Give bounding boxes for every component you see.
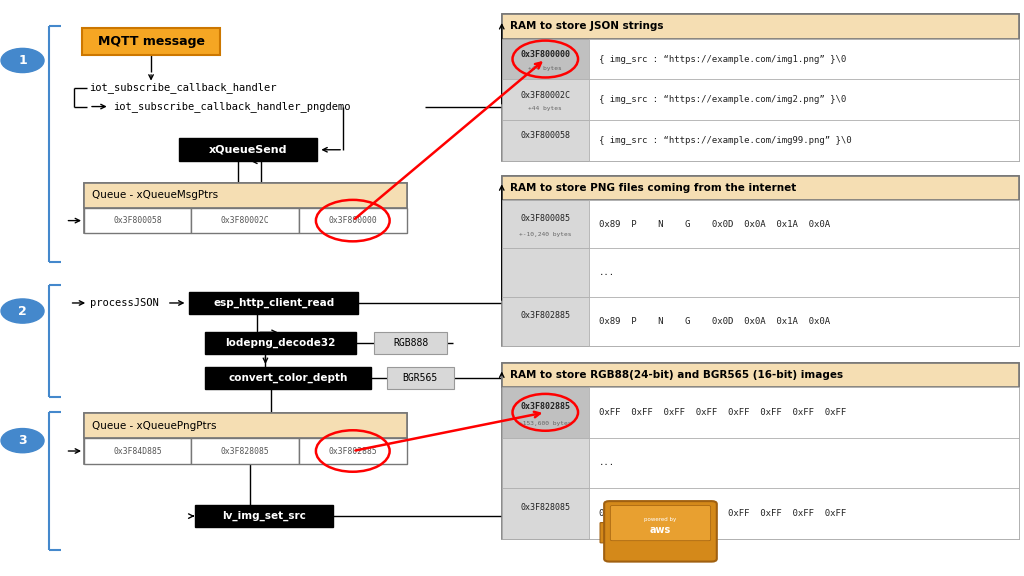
FancyBboxPatch shape bbox=[589, 297, 1019, 346]
FancyBboxPatch shape bbox=[502, 39, 589, 79]
FancyBboxPatch shape bbox=[589, 200, 1019, 248]
FancyBboxPatch shape bbox=[589, 438, 1019, 488]
FancyBboxPatch shape bbox=[191, 208, 299, 233]
Text: 0x3F80002C: 0x3F80002C bbox=[520, 90, 570, 100]
FancyBboxPatch shape bbox=[589, 39, 1019, 79]
FancyBboxPatch shape bbox=[502, 176, 1019, 346]
Text: lv_img_set_src: lv_img_set_src bbox=[222, 511, 305, 521]
FancyBboxPatch shape bbox=[502, 14, 1019, 39]
Circle shape bbox=[1, 299, 44, 323]
Text: RGB888: RGB888 bbox=[393, 338, 428, 348]
FancyBboxPatch shape bbox=[502, 488, 589, 539]
Text: +153,600 bytes: +153,600 bytes bbox=[519, 421, 571, 426]
Text: { img_src : “https://example.com/img1.png” }\0: { img_src : “https://example.com/img1.pn… bbox=[599, 55, 846, 63]
Text: ...: ... bbox=[599, 268, 615, 277]
Text: ...: ... bbox=[599, 458, 615, 467]
Text: powered by: powered by bbox=[644, 517, 677, 522]
Text: 0x3F800000: 0x3F800000 bbox=[329, 216, 377, 225]
Text: Queue - xQueuePngPtrs: Queue - xQueuePngPtrs bbox=[92, 420, 217, 431]
Circle shape bbox=[1, 48, 44, 73]
Text: MQTT message: MQTT message bbox=[97, 35, 205, 48]
FancyBboxPatch shape bbox=[84, 183, 407, 208]
FancyBboxPatch shape bbox=[502, 387, 589, 438]
FancyBboxPatch shape bbox=[589, 488, 1019, 539]
FancyBboxPatch shape bbox=[502, 363, 1019, 387]
Text: iot_subscribe_callback_handler: iot_subscribe_callback_handler bbox=[89, 82, 276, 93]
FancyBboxPatch shape bbox=[502, 79, 589, 120]
FancyBboxPatch shape bbox=[84, 438, 191, 464]
FancyBboxPatch shape bbox=[299, 438, 407, 464]
Text: 0x3F802885: 0x3F802885 bbox=[520, 311, 570, 320]
FancyBboxPatch shape bbox=[604, 501, 717, 562]
Text: RAM to store RGB88(24-bit) and BGR565 (16-bit) images: RAM to store RGB88(24-bit) and BGR565 (1… bbox=[510, 370, 843, 380]
FancyBboxPatch shape bbox=[387, 367, 454, 389]
FancyBboxPatch shape bbox=[610, 506, 711, 541]
Text: 1: 1 bbox=[18, 54, 27, 67]
Text: xQueueSend: xQueueSend bbox=[209, 145, 288, 155]
Text: processJSON: processJSON bbox=[90, 298, 159, 308]
FancyBboxPatch shape bbox=[589, 79, 1019, 120]
Text: convert_color_depth: convert_color_depth bbox=[228, 373, 347, 383]
FancyBboxPatch shape bbox=[205, 332, 356, 354]
Text: RAM to store PNG files coming from the internet: RAM to store PNG files coming from the i… bbox=[510, 183, 797, 193]
FancyBboxPatch shape bbox=[502, 120, 589, 161]
Text: { img_src : “https://example.com/img2.png” }\0: { img_src : “https://example.com/img2.pn… bbox=[599, 96, 846, 104]
Text: 0x3F802885: 0x3F802885 bbox=[329, 446, 377, 456]
Text: 0x3F828085: 0x3F828085 bbox=[221, 446, 269, 456]
FancyBboxPatch shape bbox=[502, 297, 589, 346]
Text: 0xFF  0xFF  0xFF  0xFF  0xFF  0xFF  0xFF  0xFF: 0xFF 0xFF 0xFF 0xFF 0xFF 0xFF 0xFF 0xFF bbox=[599, 509, 846, 518]
FancyBboxPatch shape bbox=[84, 183, 407, 233]
FancyBboxPatch shape bbox=[195, 505, 333, 527]
FancyBboxPatch shape bbox=[502, 248, 589, 297]
FancyBboxPatch shape bbox=[299, 208, 407, 233]
Text: Queue - xQueueMsgPtrs: Queue - xQueueMsgPtrs bbox=[92, 190, 218, 200]
Text: 3: 3 bbox=[18, 434, 27, 447]
Text: aws: aws bbox=[650, 525, 671, 535]
Text: 0x3F800058: 0x3F800058 bbox=[520, 131, 570, 141]
FancyBboxPatch shape bbox=[205, 367, 371, 389]
FancyBboxPatch shape bbox=[82, 28, 220, 55]
Text: RAM to store JSON strings: RAM to store JSON strings bbox=[510, 21, 664, 32]
Circle shape bbox=[1, 429, 44, 453]
Text: 0x3F828085: 0x3F828085 bbox=[520, 503, 570, 511]
Text: +44 bytes: +44 bytes bbox=[528, 66, 562, 70]
Text: 0x3F800058: 0x3F800058 bbox=[114, 216, 162, 225]
Text: { img_src : “https://example.com/img99.png” }\0: { img_src : “https://example.com/img99.p… bbox=[599, 137, 852, 145]
Text: 0x3F800000: 0x3F800000 bbox=[520, 50, 570, 59]
FancyBboxPatch shape bbox=[502, 438, 589, 488]
Text: 0x89  P    N    G    0x0D  0x0A  0x1A  0x0A: 0x89 P N G 0x0D 0x0A 0x1A 0x0A bbox=[599, 317, 830, 326]
Text: +-10,240 bytes: +-10,240 bytes bbox=[519, 232, 571, 237]
Text: 0x3F84D885: 0x3F84D885 bbox=[114, 446, 162, 456]
FancyBboxPatch shape bbox=[502, 363, 1019, 539]
Text: 2: 2 bbox=[18, 305, 27, 317]
FancyBboxPatch shape bbox=[374, 332, 447, 354]
FancyBboxPatch shape bbox=[502, 14, 1019, 161]
Text: 0x3F800085: 0x3F800085 bbox=[520, 214, 570, 223]
FancyBboxPatch shape bbox=[84, 208, 191, 233]
FancyBboxPatch shape bbox=[589, 120, 1019, 161]
FancyBboxPatch shape bbox=[84, 413, 407, 464]
Text: iot_subscribe_callback_handler_pngdemo: iot_subscribe_callback_handler_pngdemo bbox=[113, 101, 350, 112]
FancyBboxPatch shape bbox=[191, 438, 299, 464]
FancyBboxPatch shape bbox=[189, 292, 358, 314]
Text: 0x3F80002C: 0x3F80002C bbox=[221, 216, 269, 225]
Text: 0x3F802885: 0x3F802885 bbox=[520, 402, 570, 411]
Text: BGR565: BGR565 bbox=[402, 373, 438, 383]
Text: esp_http_client_read: esp_http_client_read bbox=[213, 298, 335, 308]
FancyBboxPatch shape bbox=[589, 248, 1019, 297]
Text: 0xFF  0xFF  0xFF  0xFF  0xFF  0xFF  0xFF  0xFF: 0xFF 0xFF 0xFF 0xFF 0xFF 0xFF 0xFF 0xFF bbox=[599, 408, 846, 417]
Text: +44 bytes: +44 bytes bbox=[528, 107, 562, 111]
Text: lodepng_decode32: lodepng_decode32 bbox=[225, 338, 336, 348]
FancyBboxPatch shape bbox=[84, 413, 407, 438]
FancyBboxPatch shape bbox=[179, 138, 317, 161]
FancyBboxPatch shape bbox=[502, 176, 1019, 200]
FancyBboxPatch shape bbox=[600, 522, 612, 543]
FancyBboxPatch shape bbox=[502, 200, 589, 248]
FancyBboxPatch shape bbox=[589, 387, 1019, 438]
Text: 0x89  P    N    G    0x0D  0x0A  0x1A  0x0A: 0x89 P N G 0x0D 0x0A 0x1A 0x0A bbox=[599, 219, 830, 229]
